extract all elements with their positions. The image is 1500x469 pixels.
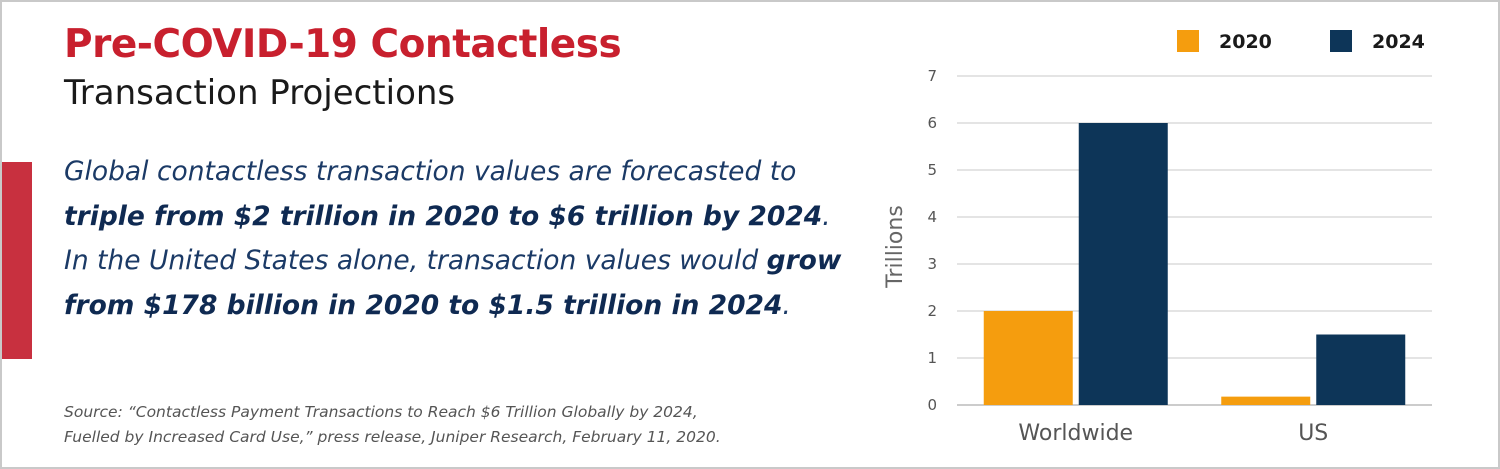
bar-chart: 0 1 2 3 4 5 6 7 Trillions Worldwide US 2020 2024 <box>883 30 1432 446</box>
legend-label-2020: 2020 <box>1219 31 1272 53</box>
accent-bar <box>2 162 32 359</box>
summary-text: Global contactless transaction values ar… <box>64 150 854 328</box>
bar-2020-us <box>1221 396 1311 405</box>
summary-text-part: . In the United States alone, transactio… <box>64 200 831 277</box>
y-tick-label: 0 <box>927 396 937 414</box>
legend-swatch-2024 <box>1330 30 1352 52</box>
summary-highlight-worldwide: triple from $2 trillion in 2020 to $6 tr… <box>64 200 823 232</box>
summary-text-part: Global contactless transaction values ar… <box>64 156 797 187</box>
page-title: Pre-COVID-19 Contactless <box>64 22 622 67</box>
legend-label-2024: 2024 <box>1372 31 1425 53</box>
y-tick-label: 1 <box>927 349 937 367</box>
y-tick-label: 3 <box>927 255 937 273</box>
page-subtitle: Transaction Projections <box>64 73 456 113</box>
y-tick-label: 6 <box>927 114 937 132</box>
y-tick-label: 7 <box>927 67 937 85</box>
source-line: Fuelled by Increased Card Use,” press re… <box>64 428 721 446</box>
y-tick-label: 5 <box>927 161 937 179</box>
summary-highlight-us: grow from $178 billion in 2020 to $1.5 t… <box>64 245 842 321</box>
bar-2020-worldwide <box>983 311 1073 405</box>
bar-2024-worldwide <box>1078 123 1168 405</box>
y-tick-label: 2 <box>927 302 937 320</box>
x-tick-label: US <box>1298 421 1328 446</box>
source-line: Source: “Contactless Payment Transaction… <box>64 403 698 421</box>
y-axis-label: Trillions <box>883 205 908 289</box>
legend-swatch-2020 <box>1177 30 1199 52</box>
x-tick-label: Worldwide <box>1018 421 1133 446</box>
summary-text-part: . <box>782 289 791 321</box>
y-tick-label: 4 <box>927 208 937 226</box>
bar-2024-us <box>1316 334 1406 405</box>
source-citation: Source: “Contactless Payment Transaction… <box>64 400 884 450</box>
